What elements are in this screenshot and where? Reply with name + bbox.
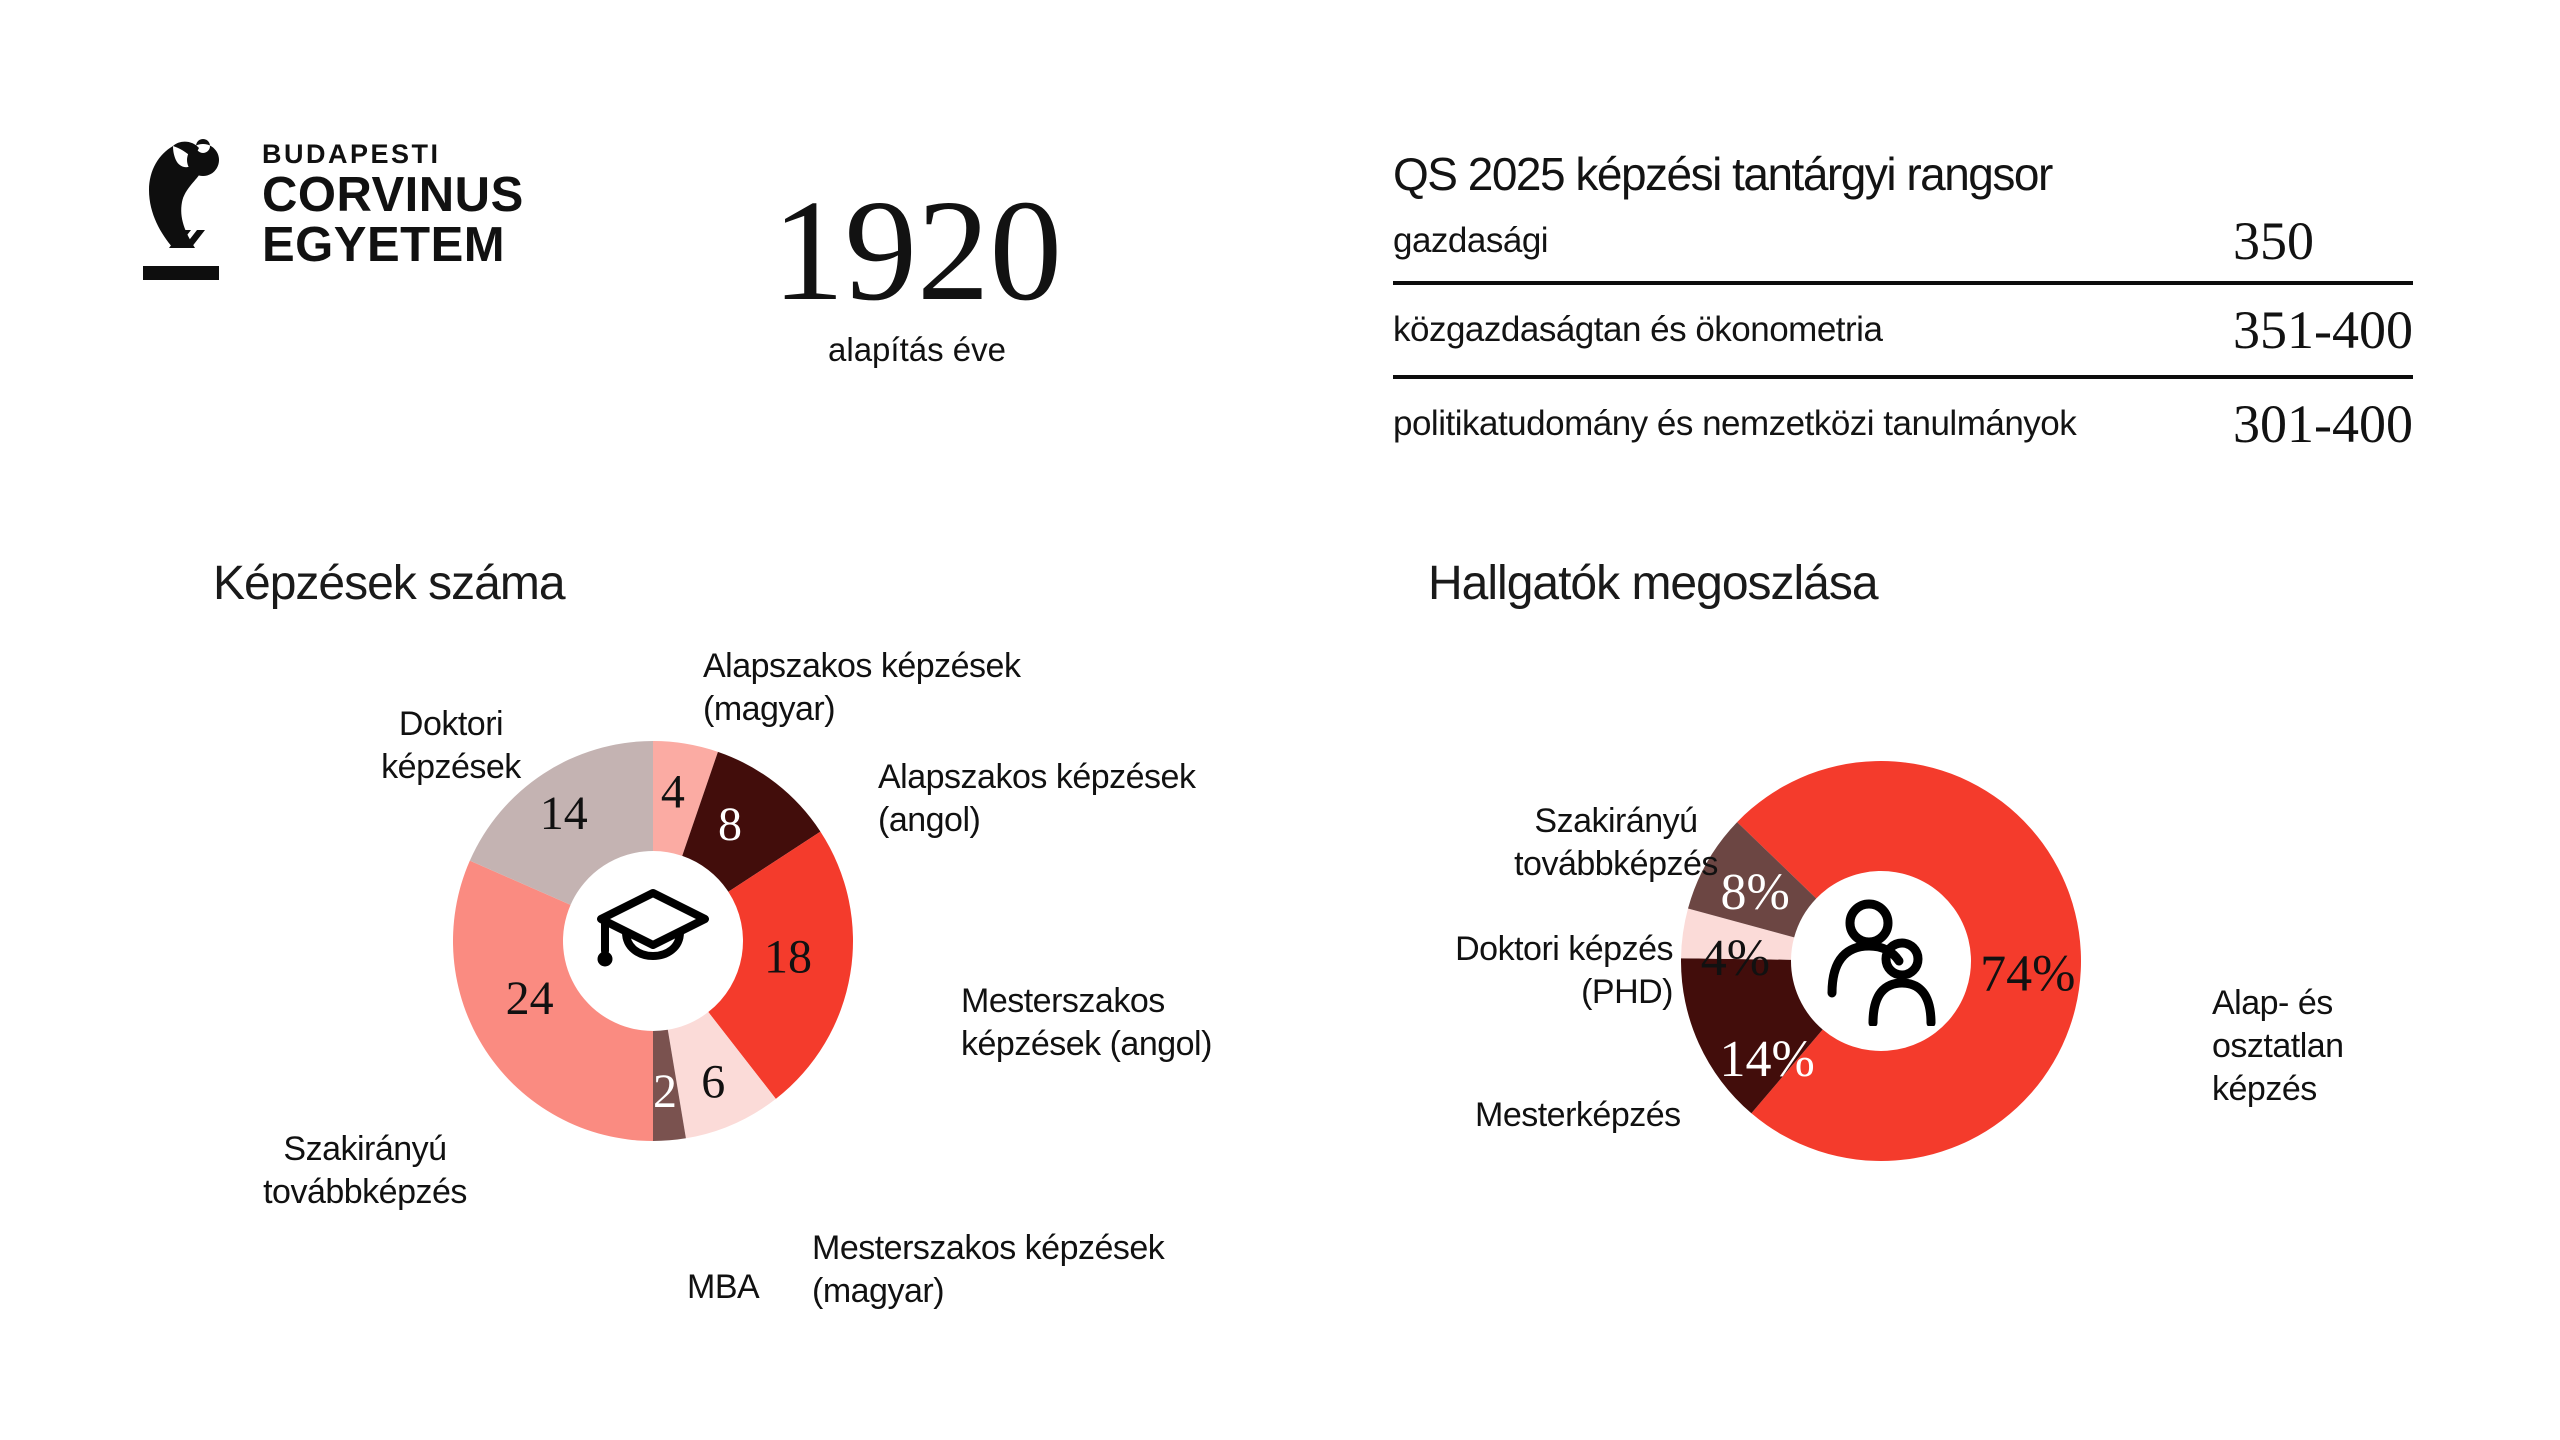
table-row: közgazdaságtan és ökonometria 351-400 — [1393, 285, 2413, 379]
segment-label-doktori-phd: Doktori képzés (PHD) — [1455, 930, 1673, 1011]
table-row: gazdasági 350 — [1393, 200, 2413, 285]
donut-segment — [1681, 958, 1823, 1114]
segment-label-mesterkepzes: Mesterképzés — [1475, 1096, 1681, 1134]
segment-label-mesterszakos-angol: Mesterszakos képzések (angol) — [961, 982, 1212, 1063]
segment-label-szakiranyu-tovabbkepzes-right: Szakirányú továbbképzés — [1514, 802, 1718, 883]
segment-label-doktori-kepzesek: Doktori képzések — [381, 705, 521, 786]
founding-year-block: 1920 alapítás éve — [737, 176, 1097, 368]
donut-segment-value: 74% — [1980, 945, 2075, 1002]
segment-label-mba: MBA — [687, 1268, 760, 1306]
donut-segment-value: 4 — [661, 765, 685, 818]
qs-row-label: politikatudomány és nemzetközi tanulmány… — [1393, 403, 2077, 443]
donut-segment-value: 14% — [1719, 1031, 1814, 1088]
donut-segment — [1737, 761, 2081, 1161]
donut-segment-value: 14 — [540, 787, 588, 840]
founding-year-caption: alapítás éve — [828, 331, 1006, 368]
donut-segment-value: 24 — [506, 972, 554, 1025]
donut-segment-value: 2 — [653, 1065, 677, 1118]
qs-ranking-title: QS 2025 képzési tantárgyi rangsor — [1393, 148, 2053, 200]
segment-label-szakiranyu-tovabbkepzes: Szakirányú továbbképzés — [263, 1130, 467, 1211]
qs-row-label: közgazdaságtan és ökonometria — [1393, 310, 1883, 349]
logo-word-budapesti: BUDAPESTI — [262, 139, 441, 169]
logo-word-corvinus: CORVINUS — [262, 168, 524, 222]
qs-row-label: gazdasági — [1393, 220, 1549, 260]
founding-year-value: 1920 — [772, 171, 1062, 331]
qs-row-value: 301-400 — [2233, 393, 2413, 454]
table-row: politikatudomány és nemzetközi tanulmány… — [1393, 379, 2413, 468]
qs-row-value: 351-400 — [2233, 300, 2413, 360]
graduation-cap-icon — [597, 889, 709, 967]
donut-segment — [708, 831, 853, 1099]
donut-segment-value: 6 — [701, 1055, 725, 1108]
donut-segment — [653, 1029, 686, 1141]
donut-segment — [469, 741, 653, 905]
students-donut-chart: 74% 14% 4% 8% — [1681, 761, 2081, 1161]
donut-segment — [653, 741, 718, 856]
donut-segment-value: 18 — [764, 930, 812, 983]
donut-segment-value: 8 — [718, 798, 742, 851]
programs-donut-chart: 48 18 62 24 14 — [453, 741, 853, 1141]
qs-row-value: 350 — [2233, 210, 2314, 271]
corvinus-logo: BUDAPESTI CORVINUS EGYETEM — [138, 136, 524, 282]
donut-segment — [453, 860, 653, 1141]
donut-segment-value: 8% — [1721, 864, 1790, 921]
raven-logo-icon — [143, 139, 220, 280]
segment-label-alap-es-osztatlan: Alap- és osztatlan képzés — [2212, 984, 2344, 1108]
segment-label-alapszakos-magyar: Alapszakos képzések (magyar) — [703, 647, 1021, 728]
donut-segment — [1681, 908, 1795, 960]
donut-segment-value: 4% — [1701, 930, 1770, 987]
logo-word-egyetem: EGYETEM — [262, 218, 506, 272]
left-chart-title: Képzések száma — [213, 557, 566, 610]
segment-label-alapszakos-angol: Alapszakos képzések (angol) — [878, 758, 1196, 839]
students-people-icon — [1827, 899, 1936, 1026]
segment-label-mesterszakos-magyar: Mesterszakos képzések (magyar) — [812, 1229, 1165, 1310]
logo-wordmark: BUDAPESTI CORVINUS EGYETEM — [262, 136, 524, 270]
right-chart-title: Hallgatók megoszlása — [1428, 557, 1879, 610]
donut-segment — [1687, 822, 1817, 938]
donut-segment — [667, 1012, 776, 1139]
donut-segment — [682, 751, 821, 892]
qs-ranking-table: QS 2025 képzési tantárgyi rangsor gazdas… — [1393, 148, 2413, 468]
